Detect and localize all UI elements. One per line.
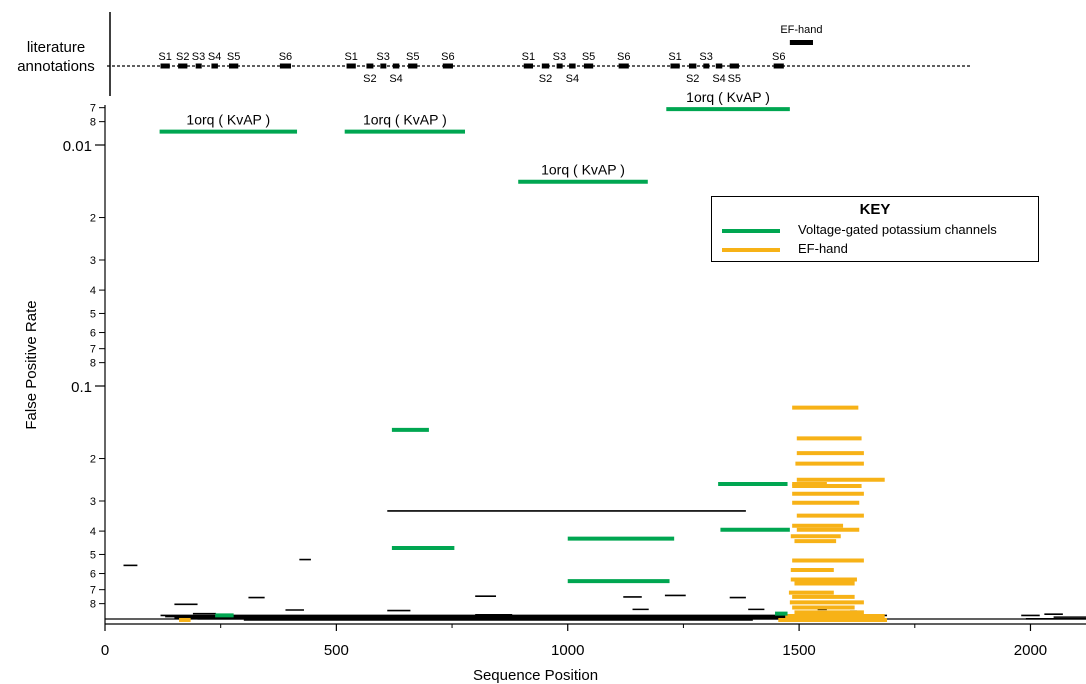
literature-segment: [408, 63, 418, 69]
literature-segment: [366, 63, 374, 69]
y-minor-tick-label: 3: [90, 255, 96, 267]
legend-label-vgkc: Voltage-gated potassium channels: [798, 222, 997, 237]
literature-segment: [346, 63, 356, 69]
literature-segment: [392, 63, 400, 69]
x-axis-title: Sequence Position: [473, 667, 598, 684]
literature-segment-label: S6: [441, 51, 454, 63]
literature-segment: [195, 63, 202, 69]
literature-segment: [583, 63, 594, 69]
hit-label: 1orq ( KvAP ): [186, 112, 270, 128]
literature-segment: [556, 63, 563, 69]
literature-segment: [703, 63, 710, 69]
literature-segment: [729, 63, 739, 69]
literature-segment-label: S5: [728, 73, 741, 85]
literature-annotations-label: literature annotations: [17, 39, 95, 75]
literature-segment: [178, 63, 188, 69]
literature-segment-label: S1: [344, 51, 357, 63]
literature-segment: [211, 63, 218, 69]
literature-segment-label: S1: [668, 51, 681, 63]
literature-segment-label: S2: [686, 73, 699, 85]
literature-segment-label: S5: [406, 51, 419, 63]
literature-segment: [442, 63, 453, 69]
plot-series: [123, 107, 1086, 622]
x-tick-label: 500: [324, 642, 349, 659]
y-minor-tick-label: 2: [90, 213, 96, 225]
literature-segment-label: S4: [208, 51, 221, 63]
literature-segment-label: S3: [376, 51, 389, 63]
y-major-tick-label: 0.1: [71, 379, 92, 396]
y-minor-tick-label: 5: [90, 549, 96, 561]
literature-segment-label: S3: [553, 51, 566, 63]
literature-segment-label: S5: [582, 51, 595, 63]
y-minor-tick-label: 2: [90, 454, 96, 466]
literature-segment-label: S4: [389, 73, 402, 85]
hit-label: 1orq ( KvAP ): [363, 112, 447, 128]
x-tick-label: 2000: [1014, 642, 1047, 659]
legend-swatch-ef-hand: [722, 248, 780, 252]
hit-label: 1orq ( KvAP ): [686, 89, 770, 105]
y-minor-tick-label: 8: [90, 117, 96, 129]
literature-segment-label: S4: [712, 73, 725, 85]
literature-segment: [279, 63, 292, 69]
legend-swatch-vgkc: [722, 229, 780, 233]
y-major-tick-label: 0.01: [63, 138, 92, 155]
y-minor-tick-label: 4: [90, 526, 96, 538]
literature-segment: [688, 63, 697, 69]
literature-segment: [569, 63, 576, 69]
literature-segment-label: S3: [192, 51, 205, 63]
literature-segment: [541, 63, 550, 69]
y-minor-tick-label: 7: [90, 344, 96, 356]
literature-segment: [773, 63, 784, 69]
y-minor-tick-label: 6: [90, 569, 96, 581]
literature-segment-label: S4: [566, 73, 579, 85]
y-minor-tick-label: 8: [90, 358, 96, 370]
y-minor-tick-label: 8: [90, 599, 96, 611]
legend-title: KEY: [859, 201, 891, 218]
ef-hand-annotation-label: EF-hand: [780, 24, 822, 36]
literature-segment-label: S5: [227, 51, 240, 63]
hit-label: 1orq ( KvAP ): [541, 162, 625, 178]
y-minor-tick-label: 5: [90, 308, 96, 320]
y-axis-title: False Positive Rate: [23, 300, 40, 429]
literature-segment: [229, 63, 239, 69]
y-minor-tick-label: 7: [90, 585, 96, 597]
literature-segment-label: S6: [772, 51, 785, 63]
literature-segment-label: S3: [699, 51, 712, 63]
y-minor-tick-label: 4: [90, 285, 96, 297]
literature-segment-label: S2: [176, 51, 189, 63]
literature-segment: [618, 63, 629, 69]
literature-segment: [380, 63, 387, 69]
literature-segment: [715, 63, 723, 69]
y-minor-tick-label: 6: [90, 328, 96, 340]
plot-axes: 0 500 1000 1500 2000 7 8 2 3 4 5 6 7 8 2 3 4 5 6 7 8 0.01 0.1 S…: [23, 103, 1086, 684]
x-tick-label: 0: [101, 642, 109, 659]
literature-segment-label: S6: [617, 51, 630, 63]
literature-segment: [523, 63, 534, 69]
literature-segment-label: S2: [363, 73, 376, 85]
y-minor-tick-label: 3: [90, 496, 96, 508]
x-tick-label: 1000: [551, 642, 584, 659]
plot-labels: 1orq ( KvAP ) 1orq ( KvAP ) 1orq ( KvAP ) 1…: [186, 89, 770, 178]
legend: KEY Voltage-gated potassium channels EF-…: [711, 196, 1039, 262]
literature-segment: [670, 63, 680, 69]
x-tick-label: 1500: [782, 642, 815, 659]
y-minor-tick-label: 7: [90, 103, 96, 115]
legend-label-ef-hand: EF-hand: [798, 241, 848, 256]
literature-segment-label: S1: [158, 51, 171, 63]
literature-segment: [160, 63, 170, 69]
literature-segment-label: S6: [279, 51, 292, 63]
literature-segment-label: S1: [522, 51, 535, 63]
ef-hand-annotation-bar: [789, 40, 813, 45]
literature-segment-label: S2: [539, 73, 552, 85]
